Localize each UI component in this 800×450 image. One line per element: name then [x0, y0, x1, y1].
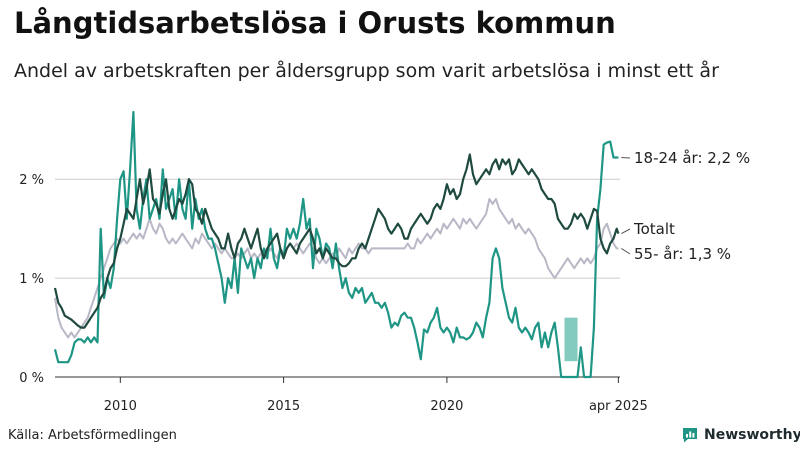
- uncertainty-band: [564, 317, 578, 362]
- chart-title: Långtidsarbetslösa i Orusts kommun: [14, 6, 616, 40]
- x-tick-label: 2020: [430, 399, 463, 414]
- y-tick-label: 1 %: [19, 272, 44, 287]
- brand-name: Newsworthy: [704, 427, 800, 443]
- series-line-total: [53, 153, 620, 329]
- source-note: Källa: Arbetsförmedlingen: [8, 428, 177, 443]
- end-label-youth: 18-24 år: 2,2 %: [634, 149, 750, 167]
- y-tick-label: 0 %: [19, 371, 44, 386]
- end-label-leader-older: [621, 248, 631, 255]
- x-axis: 2010 2015 2020 apr 2025: [104, 377, 648, 414]
- series-line-youth: [53, 110, 619, 379]
- bar-chart-speech-bubble-icon: [683, 428, 697, 443]
- uncertainty-band-rect: [564, 317, 578, 362]
- y-tick-label: 2 %: [19, 173, 44, 188]
- brand-logo: Newsworthy: [681, 426, 800, 444]
- series-lines: [53, 110, 620, 379]
- series-end-labels: 18-24 år: 2,2 % Totalt 55- år: 1,3 %: [621, 149, 750, 263]
- end-label-total: Totalt: [633, 220, 675, 238]
- end-label-older: 55- år: 1,3 %: [634, 245, 731, 263]
- grid-lines: [55, 178, 620, 378]
- x-tick-label: 2015: [267, 399, 300, 414]
- chart-subtitle: Andel av arbetskraften per åldersgrupp s…: [14, 60, 719, 82]
- x-tick-label: apr 2025: [589, 399, 648, 414]
- end-label-leader-youth: [621, 156, 631, 159]
- x-tick-label: 2010: [104, 399, 137, 414]
- end-label-leader-total: [621, 228, 631, 235]
- y-axis: 0 % 1 % 2 %: [19, 173, 44, 386]
